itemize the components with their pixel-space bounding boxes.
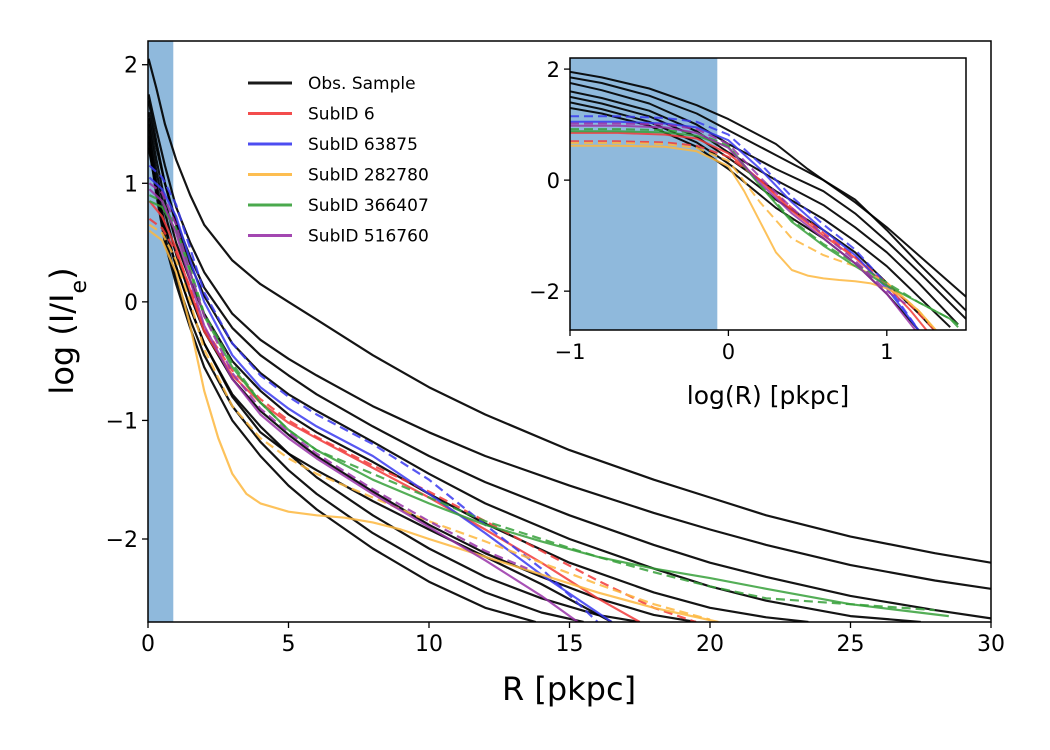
inset-x-tick-label: 1 <box>880 340 893 364</box>
inset-shaded-region <box>570 58 718 330</box>
main-x-tick-label: 30 <box>977 632 1005 657</box>
main-series-subid-282780-solid-14 <box>148 229 719 622</box>
main-series-obs-sample-solid-4 <box>148 117 809 622</box>
legend-label-subid-282780: SubID 282780 <box>308 166 429 186</box>
main-y-tick-label: −2 <box>106 528 138 553</box>
inset-series-obs-sample-solid-1 <box>570 76 966 312</box>
inset-y-tick-label: 0 <box>547 169 560 193</box>
inset-series-obs-sample-solid-0 <box>570 70 966 298</box>
main-y-tick-label: 2 <box>124 54 138 79</box>
main-series-subid-6-solid-10 <box>148 200 641 622</box>
legend: Obs. Sample SubID 6 SubID 63875 SubID 28278… <box>248 74 429 247</box>
inset-series-subid-282780-solid-11 <box>570 144 937 330</box>
main-x-ticks: 0 5 10 15 20 25 30 <box>141 622 1005 657</box>
inset-x-axis-label: log(R) [pkpc] <box>687 381 849 410</box>
main-x-tick-label: 10 <box>415 632 443 657</box>
main-x-tick-label: 25 <box>837 632 865 657</box>
main-series-subid-282780-dashed-15 <box>148 223 711 621</box>
inset-x-tick-label: −1 <box>555 340 586 364</box>
inset-y-tick-label: −2 <box>529 280 560 304</box>
main-y-tick-label: −1 <box>106 409 138 434</box>
inset-y-tick-label: 2 <box>547 58 560 82</box>
main-x-tick-label: 5 <box>282 632 296 657</box>
inset-series-subid-282780-dashed-12 <box>570 141 936 330</box>
main-x-tick-label: 0 <box>141 632 155 657</box>
main-y-axis-label-close: ) <box>43 267 81 279</box>
main-x-tick-label: 20 <box>696 632 724 657</box>
main-series-subid-516760-solid-18 <box>148 188 579 622</box>
main-y-ticks: −2 −1 0 1 2 <box>106 54 148 553</box>
main-series-subid-6-dashed-11 <box>148 218 697 622</box>
legend-label-subid-6: SubID 6 <box>308 105 375 125</box>
inset-series-subid-63875-dashed-10 <box>570 115 920 330</box>
inset-series-subid-366407-dashed-14 <box>570 128 959 326</box>
main-series-subid-63875-solid-12 <box>148 176 613 622</box>
inset-shaded-region-layer <box>570 58 718 330</box>
inset-series-subid-63875-solid-9 <box>570 120 920 330</box>
inset-series-subid-516760-solid-15 <box>570 124 917 330</box>
main-y-axis-label-subscript: e <box>67 280 92 294</box>
inset-x-tick-label: 0 <box>722 340 735 364</box>
inset-plot-frame <box>569 57 967 331</box>
main-y-axis-label-main: log (I/I <box>43 293 81 394</box>
legend-label-subid-366407: SubID 366407 <box>308 196 429 216</box>
main-y-tick-label: 1 <box>124 172 138 197</box>
main-y-axis-label: log (I/Ie) <box>43 267 92 394</box>
inset-plot: −1 0 1 −2 0 2 log(R) [pkpc] <box>529 57 967 410</box>
main-x-tick-label: 15 <box>556 632 584 657</box>
main-series-layer <box>148 58 991 622</box>
legend-label-subid-516760: SubID 516760 <box>308 227 429 247</box>
main-series-obs-sample-solid-7 <box>148 135 584 622</box>
inset-series-layer <box>570 70 966 330</box>
inset-x-ticks: −1 0 1 <box>555 330 893 364</box>
main-series-subid-366407-dashed-17 <box>148 194 935 612</box>
main-series-obs-sample-solid-0 <box>148 58 991 564</box>
inset-y-ticks: −2 0 2 <box>529 58 570 304</box>
main-series-subid-63875-dashed-13 <box>148 164 599 622</box>
legend-label-subid-63875: SubID 63875 <box>308 135 418 155</box>
main-series-subid-516760-dashed-19 <box>148 182 528 570</box>
legend-label-obs-sample: Obs. Sample <box>308 74 416 94</box>
main-x-axis-label: R [pkpc] <box>502 670 636 708</box>
main-y-tick-label: 0 <box>124 291 138 316</box>
inset-series-obs-sample-solid-2 <box>570 82 966 320</box>
